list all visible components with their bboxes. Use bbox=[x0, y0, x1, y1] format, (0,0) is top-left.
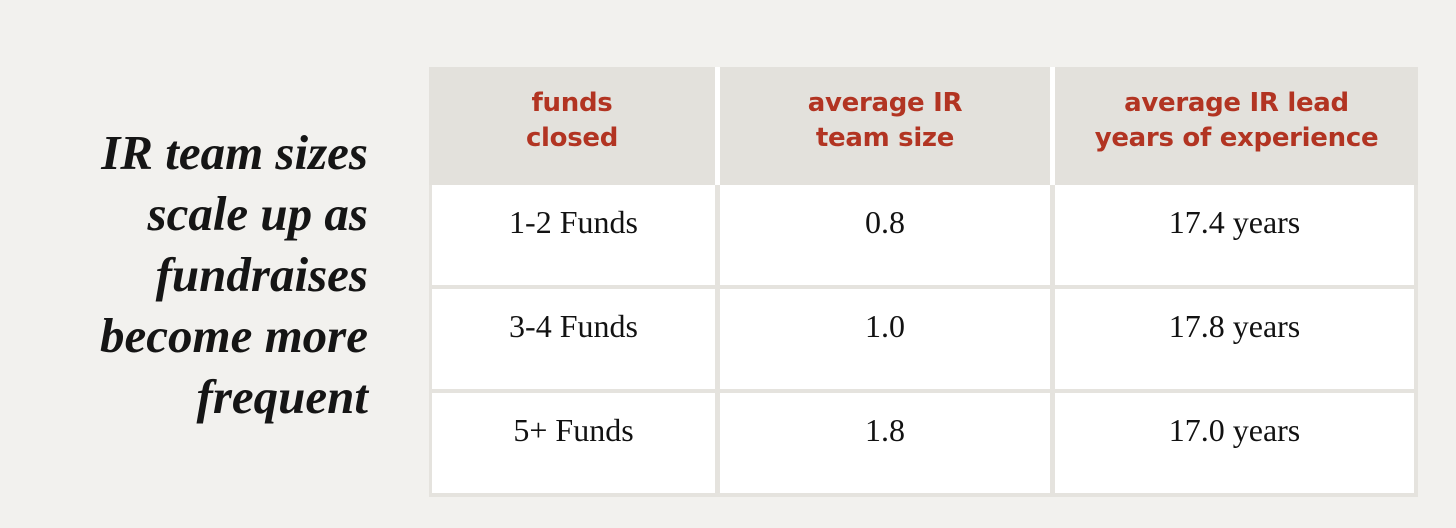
title-line: become more bbox=[99, 308, 368, 363]
title-line: frequent bbox=[196, 369, 369, 424]
table-header-row: funds closed average IR team size averag… bbox=[429, 67, 1418, 185]
data-table: funds closed average IR team size averag… bbox=[429, 67, 1418, 497]
title-line: scale up as bbox=[147, 186, 369, 241]
column-header-average-ir-lead-years-of-experience: average IR lead years of experience bbox=[1055, 67, 1418, 185]
table-cell: 17.0 years bbox=[1055, 393, 1414, 493]
header-line: team size bbox=[815, 123, 955, 153]
table-cell: 17.4 years bbox=[1055, 185, 1414, 285]
header-line: average IR bbox=[807, 88, 963, 118]
table-cell: 3-4 Funds bbox=[432, 289, 715, 389]
table-cell: 1-2 Funds bbox=[432, 185, 715, 285]
column-header-average-ir-team-size: average IR team size bbox=[720, 67, 1050, 185]
header-line: average IR lead bbox=[1124, 88, 1349, 118]
page-title: IR team sizes scale up as fundraises bec… bbox=[48, 122, 368, 427]
table-cell: 17.8 years bbox=[1055, 289, 1414, 389]
table-cell: 0.8 bbox=[720, 185, 1050, 285]
header-line: years of experience bbox=[1094, 123, 1379, 153]
table-cell: 1.0 bbox=[720, 289, 1050, 389]
table-cell: 1.8 bbox=[720, 393, 1050, 493]
header-line: closed bbox=[525, 123, 619, 153]
table-cell: 5+ Funds bbox=[432, 393, 715, 493]
title-line: fundraises bbox=[155, 247, 368, 302]
title-line: IR team sizes bbox=[101, 125, 368, 180]
table-body: 1-2 Funds 0.8 17.4 years 3-4 Funds 1.0 1… bbox=[429, 185, 1418, 497]
header-line: funds bbox=[531, 88, 613, 118]
column-header-funds-closed: funds closed bbox=[429, 67, 715, 185]
